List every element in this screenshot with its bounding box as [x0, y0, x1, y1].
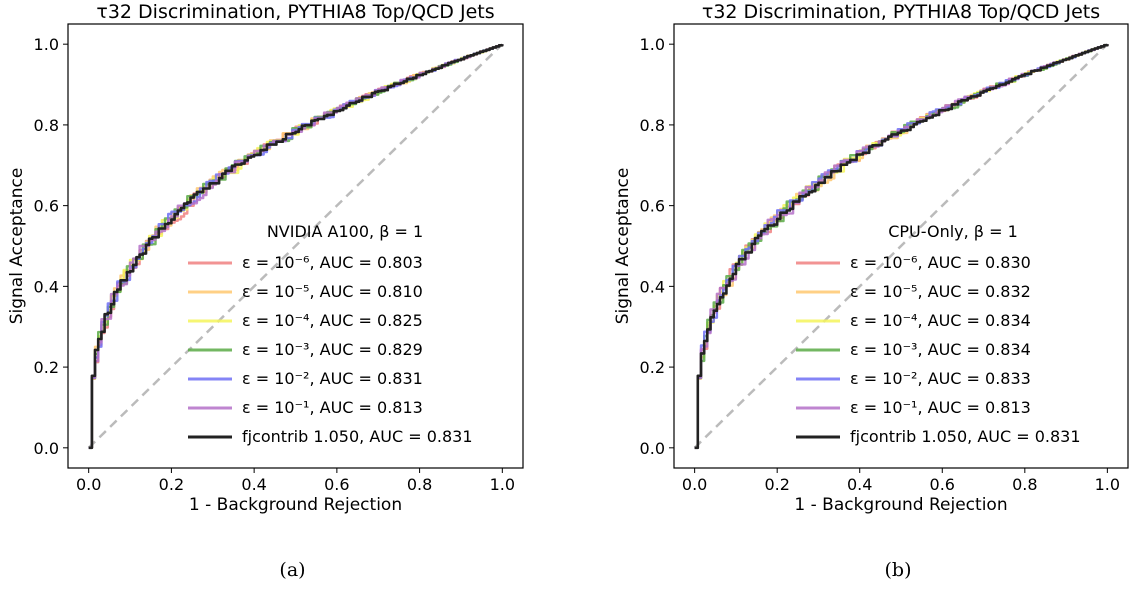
legend-entry: ε = 10⁻², AUC = 0.833 [850, 369, 1031, 388]
legend-entry: fjcontrib 1.050, AUC = 0.831 [242, 427, 473, 446]
chart-title: τ32 Discrimination, PYTHIA8 Top/QCD Jets [702, 1, 1100, 23]
legend-entry: ε = 10⁻³, AUC = 0.834 [850, 340, 1031, 359]
y-tick-label: 0.6 [640, 197, 665, 216]
x-axis-label: 1 - Background Rejection [189, 495, 402, 515]
y-tick-label: 0.6 [34, 197, 59, 216]
roc-curve-series-7 [88, 44, 504, 450]
y-axis-label: Signal Acceptance [7, 168, 27, 325]
chart-title: τ32 Discrimination, PYTHIA8 Top/QCD Jets [96, 1, 494, 23]
x-tick-label: 0.6 [324, 475, 349, 494]
y-tick-label: 0.2 [34, 358, 59, 377]
x-tick-label: 0.2 [159, 475, 184, 494]
y-tick-label: 0.4 [34, 277, 59, 296]
x-tick-label: 0.8 [407, 475, 432, 494]
roc-curve-series-7 [694, 43, 1109, 450]
x-tick-label: 1.0 [1095, 475, 1120, 494]
legend-entry: ε = 10⁻¹, AUC = 0.813 [850, 398, 1031, 417]
x-tick-label: 0.0 [76, 475, 101, 494]
x-tick-label: 0.4 [241, 475, 266, 494]
y-tick-label: 0.8 [34, 116, 59, 135]
y-tick-label: 0.8 [640, 116, 665, 135]
legend-entry: ε = 10⁻¹, AUC = 0.813 [242, 398, 423, 417]
x-axis-label: 1 - Background Rejection [794, 495, 1007, 515]
x-tick-label: 0.4 [847, 475, 872, 494]
legend-entry: ε = 10⁻², AUC = 0.831 [242, 369, 423, 388]
chart-panel-a: τ32 Discrimination, PYTHIA8 Top/QCD Jets… [7, 1, 524, 581]
x-tick-label: 0.8 [1012, 475, 1037, 494]
x-tick-label: 0.2 [764, 475, 789, 494]
y-tick-label: 1.0 [640, 35, 665, 54]
legend-entry: ε = 10⁻³, AUC = 0.829 [242, 340, 423, 359]
x-tick-label: 0.6 [930, 475, 955, 494]
legend-entry: ε = 10⁻⁵, AUC = 0.832 [850, 282, 1031, 301]
legend-entry: ε = 10⁻⁶, AUC = 0.803 [242, 253, 423, 272]
x-tick-label: 1.0 [490, 475, 515, 494]
random-guess-line [87, 43, 504, 449]
legend-title: NVIDIA A100, β = 1 [267, 222, 423, 241]
random-guess-line [693, 43, 1109, 449]
legend-entry: ε = 10⁻⁴, AUC = 0.825 [242, 311, 423, 330]
y-tick-label: 1.0 [34, 35, 59, 54]
y-tick-label: 0.4 [640, 277, 665, 296]
y-axis-label: Signal Acceptance [613, 168, 633, 325]
legend-entry: ε = 10⁻⁵, AUC = 0.810 [242, 282, 423, 301]
panel-caption: (b) [885, 559, 912, 581]
legend-entry: ε = 10⁻⁶, AUC = 0.830 [850, 253, 1031, 272]
chart-panel-b: τ32 Discrimination, PYTHIA8 Top/QCD Jets… [613, 1, 1129, 581]
panel-caption: (a) [279, 559, 305, 581]
x-tick-label: 0.0 [682, 475, 707, 494]
y-tick-label: 0.0 [34, 439, 59, 458]
legend-entry: ε = 10⁻⁴, AUC = 0.834 [850, 311, 1031, 330]
plot-frame [673, 23, 1129, 469]
plot-frame [67, 23, 524, 469]
y-tick-label: 0.0 [640, 439, 665, 458]
legend-title: CPU-Only, β = 1 [888, 222, 1018, 241]
legend-entry: fjcontrib 1.050, AUC = 0.831 [850, 427, 1081, 446]
y-tick-label: 0.2 [640, 358, 665, 377]
